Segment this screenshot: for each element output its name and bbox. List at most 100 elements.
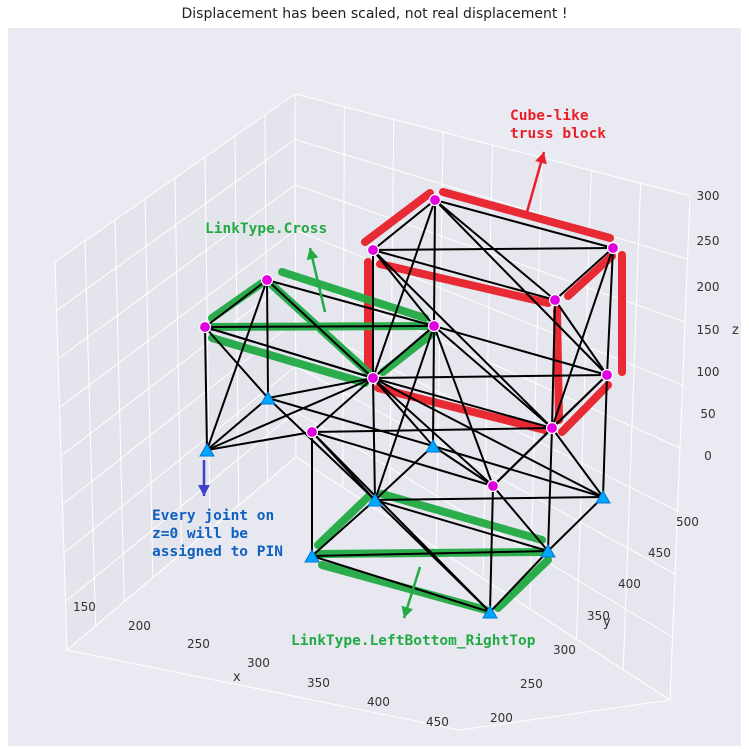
truss-member bbox=[372, 199, 436, 251]
x-tick-label: 150 bbox=[73, 600, 96, 614]
z-tick-label: 0 bbox=[704, 449, 712, 463]
gridline bbox=[63, 365, 297, 554]
truss-member bbox=[267, 397, 434, 447]
truss-member bbox=[554, 247, 614, 301]
x-tick-label: 250 bbox=[187, 637, 210, 651]
y-tick-label: 200 bbox=[490, 711, 513, 725]
annotation-cube-block: Cube-like truss block bbox=[510, 108, 607, 142]
truss-member bbox=[432, 445, 604, 498]
truss-member bbox=[602, 374, 608, 498]
truss-member bbox=[432, 445, 494, 487]
truss-member bbox=[266, 279, 374, 379]
truss-joint bbox=[366, 243, 380, 257]
truss-member bbox=[206, 431, 313, 451]
z-tick-label: 200 bbox=[697, 280, 720, 294]
gridline bbox=[65, 411, 297, 602]
truss-member bbox=[374, 499, 549, 552]
cube-highlight-band bbox=[553, 306, 563, 424]
truss-joint bbox=[548, 293, 562, 307]
pin-support bbox=[595, 490, 611, 504]
lbrt-highlight-band bbox=[378, 490, 546, 544]
pin-support bbox=[367, 493, 383, 507]
truss-joint bbox=[545, 421, 559, 435]
y-tick-label: 350 bbox=[587, 609, 610, 623]
truss-joint bbox=[600, 368, 614, 382]
cross-highlight-band bbox=[208, 279, 266, 322]
truss-member bbox=[311, 427, 553, 433]
truss-joints bbox=[198, 193, 620, 619]
truss-member bbox=[206, 397, 269, 451]
annotation-pin-note: Every joint on z=0 will be assigned to P… bbox=[152, 508, 283, 560]
pane-bottom bbox=[65, 456, 672, 731]
truss-member bbox=[374, 496, 604, 501]
truss-member bbox=[606, 247, 614, 376]
truss-member bbox=[551, 427, 604, 498]
truss-member bbox=[433, 325, 553, 429]
truss-member bbox=[433, 325, 494, 487]
truss-joint bbox=[366, 371, 380, 385]
truss-member bbox=[206, 279, 268, 451]
y-tick-label: 300 bbox=[553, 643, 576, 657]
gridline bbox=[482, 144, 493, 579]
cube-highlight-band bbox=[361, 189, 434, 246]
truss-member bbox=[311, 499, 376, 557]
lbrt-highlight-band bbox=[314, 493, 372, 549]
z-tick-label: 300 bbox=[697, 189, 720, 203]
truss-member bbox=[434, 199, 614, 249]
truss-member bbox=[311, 431, 491, 613]
pin-support bbox=[540, 544, 556, 558]
truss-member bbox=[204, 326, 374, 379]
z-tick-label: 100 bbox=[697, 365, 720, 379]
y-axis-label: y bbox=[603, 615, 611, 630]
annotation-link-cross: LinkType.Cross bbox=[205, 221, 328, 237]
truss-member bbox=[372, 325, 435, 379]
3d-grid bbox=[54, 93, 691, 731]
x-tick-label: 400 bbox=[367, 695, 390, 709]
truss-member bbox=[267, 377, 374, 399]
truss-member bbox=[554, 299, 608, 376]
z-tick-label: 50 bbox=[700, 407, 715, 421]
truss-member bbox=[372, 377, 494, 487]
cross-arrow-head bbox=[306, 248, 319, 261]
gridline bbox=[174, 177, 182, 554]
truss-member bbox=[311, 377, 374, 433]
truss-member bbox=[311, 431, 494, 487]
truss-joint bbox=[486, 479, 500, 493]
pin-support bbox=[425, 439, 441, 453]
truss-member bbox=[266, 279, 435, 327]
figure-title: Displacement has been scaled, not real d… bbox=[181, 6, 568, 22]
y-tick-label: 250 bbox=[520, 677, 543, 691]
truss-member bbox=[372, 377, 604, 498]
truss-member bbox=[266, 279, 269, 399]
x-tick-label: 200 bbox=[128, 619, 151, 633]
cube-highlight-band bbox=[439, 188, 614, 242]
truss-member bbox=[374, 325, 435, 501]
truss-joint bbox=[427, 319, 441, 333]
annotation-arrows bbox=[198, 151, 547, 619]
truss-member bbox=[206, 377, 374, 451]
gridline bbox=[295, 365, 676, 575]
gridline bbox=[204, 156, 211, 530]
pin-support bbox=[482, 605, 498, 619]
pin-support bbox=[260, 391, 276, 405]
pin-support bbox=[199, 443, 215, 457]
truss-member bbox=[374, 445, 434, 501]
truss-joint bbox=[606, 241, 620, 255]
cube-highlight-band bbox=[376, 260, 552, 307]
truss-member bbox=[433, 199, 436, 327]
cube-highlight-band bbox=[564, 252, 616, 300]
lbrt-arrow-head bbox=[401, 605, 414, 618]
truss-member bbox=[372, 249, 553, 429]
truss-joint bbox=[260, 273, 274, 287]
truss-member bbox=[547, 427, 553, 552]
truss-member bbox=[434, 199, 608, 376]
x-tick-label: 450 bbox=[426, 715, 449, 729]
truss-member bbox=[489, 485, 494, 613]
truss-member bbox=[489, 550, 549, 613]
truss-joint bbox=[428, 193, 442, 207]
lbrt-highlight-band bbox=[494, 556, 552, 612]
cube-arrow-head bbox=[535, 152, 547, 165]
pin-support bbox=[304, 549, 320, 563]
truss-member bbox=[372, 374, 608, 379]
